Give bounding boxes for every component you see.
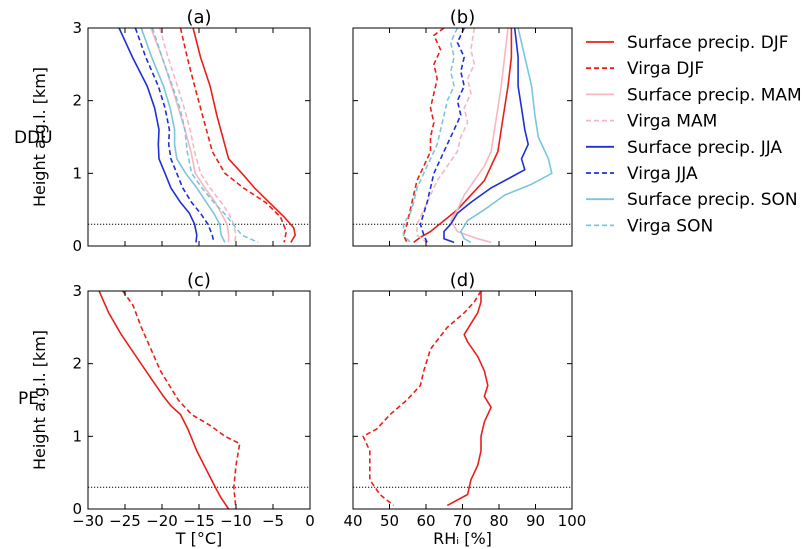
series-line [362,291,482,507]
series-line [416,28,476,244]
legend-label: Surface precip. JJA [627,138,782,158]
x-tick-label: 40 [343,512,362,530]
series-line [150,28,230,243]
panel-label: (a) [186,7,211,28]
legend-label: Virga JJA [627,164,698,184]
x-tick-label: 60 [416,512,435,530]
legend-label: Virga MAM [627,112,717,132]
x-tick-label: −10 [220,512,252,530]
series-line [98,291,230,509]
panel-label: (c) [187,270,211,291]
y-tick-label: 1 [72,164,82,182]
legend-label: Surface precip. SON [627,190,798,210]
y-axis-label: Height a.g.l. [km] [30,67,49,207]
x-tick-label: −20 [146,512,178,530]
x-tick-label: 0 [305,512,315,530]
y-tick-label: 2 [72,355,82,373]
legend-label: Surface precip. DJF [627,33,789,53]
x-tick-label: −25 [109,512,141,530]
series-line [460,28,553,244]
series-line [134,28,215,243]
y-tick-label: 0 [72,237,82,255]
panel-d: (d) 40 50 60 70 80 90 100 RHᵢ [%] [343,270,586,548]
x-tick-label: 70 [453,512,472,530]
series-line [122,291,241,509]
x-tick-label: −30 [72,512,104,530]
y-tick-label: 0 [72,500,82,518]
row-label-pe: PE [18,389,39,409]
x-tick-label: 50 [380,512,399,530]
legend-label: Surface precip. MAM [627,85,802,105]
legend: Surface precip. DJF Virga DJF Surface prec… [586,33,802,236]
series-line [192,28,296,243]
row-label-ddu: DDU [14,128,53,148]
series-line [443,28,529,244]
series-line [402,28,459,243]
series-line [151,28,259,244]
y-tick-label: 3 [72,19,82,37]
series-line [140,28,226,243]
legend-label: Virga DJF [627,59,704,79]
series-line [446,291,492,507]
panel-b: (b) [352,7,573,247]
panel-a: (a) 0 1 2 3 Height a.g.l. [km] [30,7,311,255]
panel-label: (d) [450,270,475,291]
y-tick-label: 2 [72,92,82,110]
x-tick-label: 100 [558,512,587,530]
y-tick-label: 1 [72,427,82,445]
axes-frame [352,290,573,510]
y-tick-label: 3 [72,282,82,300]
x-tick-label: −5 [262,512,284,530]
y-axis-label: Height a.g.l. [km] [30,330,49,470]
panel-label: (b) [450,7,475,28]
x-tick-label: 80 [489,512,508,530]
series-line [419,28,465,243]
x-axis-label: RHᵢ [%] [433,529,492,548]
series-line [449,28,509,244]
x-tick-label: 90 [526,512,545,530]
series-line [118,28,198,243]
x-tick-label: −15 [183,512,215,530]
series-line [179,28,288,243]
series-line [413,28,513,244]
series-line [402,28,445,243]
panel-c: (c) −30 −25 −20 −15 −10 −5 0 0 1 2 3 Height a.g.l. [… [30,270,315,548]
legend-label: Virga SON [627,216,713,236]
x-axis-label: T [°C] [175,529,223,548]
axes-frame [87,290,311,510]
